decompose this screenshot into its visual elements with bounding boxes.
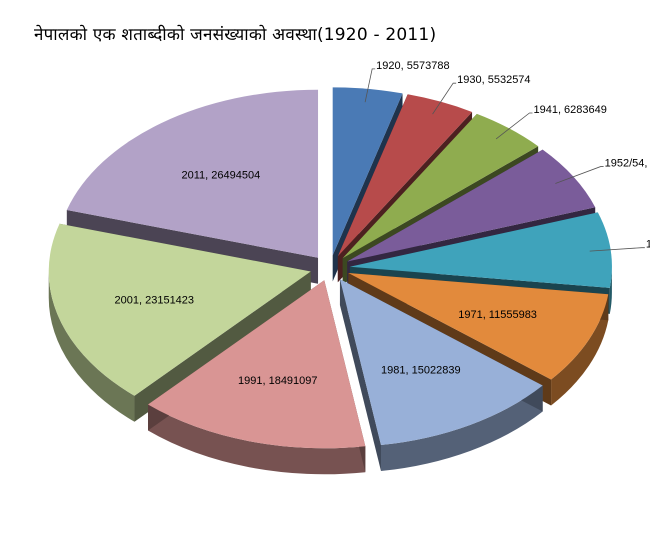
pie-slice-top — [48, 223, 311, 396]
pie-slice-side — [48, 271, 135, 422]
data-label-1961: 1961, 9412996 — [646, 239, 650, 251]
pie-slice-top — [348, 273, 609, 380]
data-label-leader — [589, 247, 645, 252]
pie-slice-top — [148, 280, 366, 449]
data-label-leader — [495, 112, 533, 140]
data-label-leader — [432, 82, 457, 115]
pie-slice-wall — [339, 279, 382, 472]
slices-layer — [48, 87, 612, 475]
pie-slice-top — [347, 149, 596, 262]
pie-slice-side — [609, 266, 612, 314]
pie-slice-top — [342, 113, 539, 259]
pie-slice-top — [337, 94, 473, 257]
data-label-1941: 1941, 6283649 — [533, 104, 606, 116]
pie-slice-top — [349, 212, 612, 288]
labels-layer: 1920, 5573788 1930, 5532574 1941, 6283649 1… — [115, 60, 650, 387]
data-label-1981: 1981, 15022839 — [381, 364, 461, 376]
data-label-2011: 2011, 26494504 — [181, 169, 260, 181]
pie-slice-top — [339, 279, 543, 446]
chart-title: नेपालको एक शताब्दीको जनसंख्याको अवस्था(1… — [34, 25, 437, 45]
pie-slice-side — [148, 404, 366, 475]
pie-slice-top — [332, 87, 403, 256]
data-label-leader — [555, 166, 604, 184]
data-label-1930: 1930, 5532574 — [457, 74, 530, 86]
data-label-leader — [364, 68, 376, 103]
data-label-1991: 1991, 18491097 — [238, 375, 318, 387]
pie-slice-side — [381, 385, 543, 472]
pie-slice-1991 — [148, 280, 366, 475]
data-label-1971: 1971, 11555983 — [458, 309, 537, 321]
pie-slice-1981 — [339, 279, 543, 472]
pie-slice-top — [66, 89, 319, 258]
pie-slice-side — [551, 294, 609, 406]
data-label-2001: 2001, 23151423 — [115, 294, 195, 306]
data-label-1952-54: 1952/54, 8256625 — [605, 158, 650, 170]
data-label-1920: 1920, 5573788 — [376, 60, 449, 72]
